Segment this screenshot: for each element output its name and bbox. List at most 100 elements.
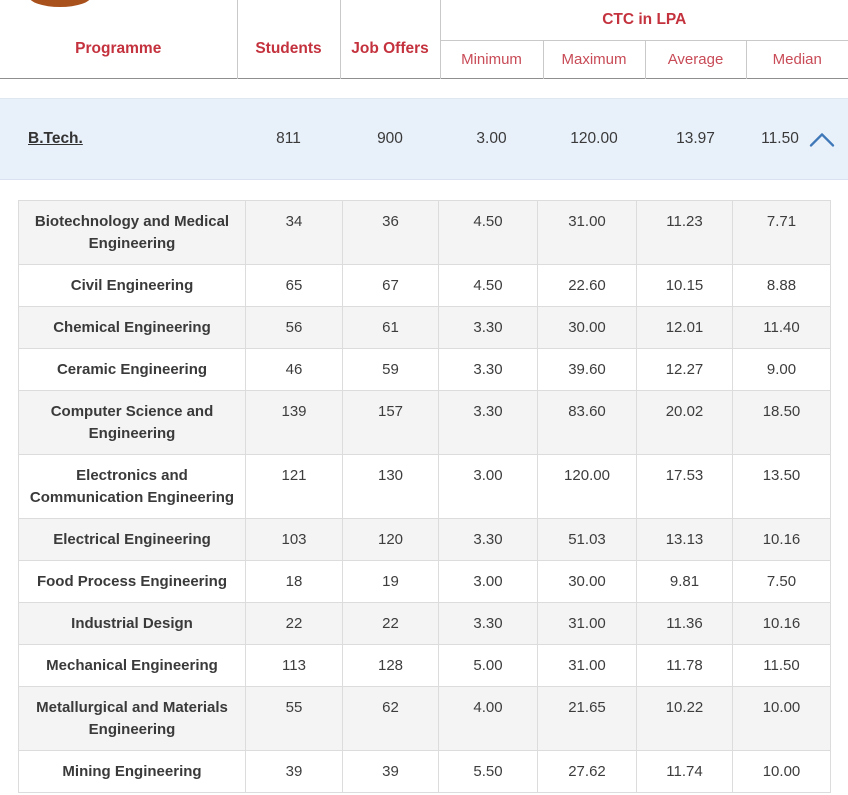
dept-job-offers-cell: 157 <box>342 389 439 455</box>
dept-name-cell: Metallurgical and Materials Engineering <box>18 685 246 751</box>
btech-link[interactable]: B.Tech. <box>28 129 83 147</box>
dept-median-cell: 10.00 <box>732 749 831 793</box>
header-average: Average <box>645 40 747 78</box>
dept-median-cell: 8.88 <box>732 263 831 307</box>
dept-median-cell: 7.50 <box>732 559 831 603</box>
dept-maximum-cell: 31.00 <box>537 199 637 265</box>
dept-minimum-cell: 3.00 <box>438 559 538 603</box>
dept-students-cell: 55 <box>245 685 343 751</box>
dept-median-cell: 13.50 <box>732 453 831 519</box>
table-row: Ceramic Engineering 46 59 3.30 39.60 12.… <box>18 347 831 391</box>
dept-median-cell: 9.00 <box>732 347 831 391</box>
dept-students-cell: 113 <box>245 643 343 687</box>
chevron-up-icon[interactable] <box>809 131 835 149</box>
dept-job-offers-cell: 61 <box>342 305 439 349</box>
dept-average-cell: 13.13 <box>636 517 733 561</box>
btech-programme-cell: B.Tech. <box>0 130 237 148</box>
dept-average-cell: 10.15 <box>636 263 733 307</box>
dept-median-cell: 18.50 <box>732 389 831 455</box>
dept-students-cell: 34 <box>245 199 343 265</box>
dept-median-cell: 10.00 <box>732 685 831 751</box>
placement-table-header: Programme Students Job Offers CTC in LPA… <box>0 0 848 79</box>
dept-maximum-cell: 30.00 <box>537 559 637 603</box>
dept-average-cell: 12.27 <box>636 347 733 391</box>
dept-maximum-cell: 51.03 <box>537 517 637 561</box>
btech-summary-row[interactable]: B.Tech. 811 900 3.00 120.00 13.97 11.50 <box>0 97 848 180</box>
dept-average-cell: 11.78 <box>636 643 733 687</box>
dept-median-cell: 11.50 <box>732 643 831 687</box>
dept-name-cell: Biotechnology and Medical Engineering <box>18 199 246 265</box>
table-row: Mechanical Engineering 113 128 5.00 31.0… <box>18 643 831 687</box>
dept-minimum-cell: 4.00 <box>438 685 538 751</box>
dept-job-offers-cell: 19 <box>342 559 439 603</box>
btech-minimum-cell: 3.00 <box>476 129 507 147</box>
logo-fragment <box>29 0 91 7</box>
table-row: Biotechnology and Medical Engineering 34… <box>18 199 831 265</box>
dept-median-cell: 7.71 <box>732 199 831 265</box>
dept-name-cell: Mechanical Engineering <box>18 643 246 687</box>
dept-name-cell: Mining Engineering <box>18 749 246 793</box>
table-row: Metallurgical and Materials Engineering … <box>18 685 831 751</box>
dept-maximum-cell: 30.00 <box>537 305 637 349</box>
dept-minimum-cell: 3.30 <box>438 389 538 455</box>
dept-average-cell: 11.36 <box>636 601 733 645</box>
header-minimum: Minimum <box>440 40 544 78</box>
dept-average-cell: 17.53 <box>636 453 733 519</box>
btech-average-cell: 13.97 <box>676 129 715 147</box>
dept-minimum-cell: 3.30 <box>438 347 538 391</box>
dept-students-cell: 22 <box>245 601 343 645</box>
table-row: Mining Engineering 39 39 5.50 27.62 11.7… <box>18 749 831 793</box>
dept-maximum-cell: 83.60 <box>537 389 637 455</box>
dept-minimum-cell: 3.00 <box>438 453 538 519</box>
dept-job-offers-cell: 59 <box>342 347 439 391</box>
table-row: Electrical Engineering 103 120 3.30 51.0… <box>18 517 831 561</box>
header-programme: Programme <box>0 0 238 78</box>
dept-minimum-cell: 3.30 <box>438 305 538 349</box>
dept-students-cell: 39 <box>245 749 343 793</box>
dept-maximum-cell: 22.60 <box>537 263 637 307</box>
dept-minimum-cell: 3.30 <box>438 517 538 561</box>
department-table: Biotechnology and Medical Engineering 34… <box>18 199 831 793</box>
dept-minimum-cell: 5.00 <box>438 643 538 687</box>
dept-job-offers-cell: 62 <box>342 685 439 751</box>
dept-students-cell: 18 <box>245 559 343 603</box>
header-ctc-group: CTC in LPA <box>440 0 848 41</box>
dept-students-cell: 139 <box>245 389 343 455</box>
dept-maximum-cell: 31.00 <box>537 643 637 687</box>
dept-name-cell: Computer Science and Engineering <box>18 389 246 455</box>
dept-average-cell: 10.22 <box>636 685 733 751</box>
table-row: Industrial Design 22 22 3.30 31.00 11.36… <box>18 601 831 645</box>
dept-name-cell: Electronics and Communication Engineerin… <box>18 453 246 519</box>
dept-maximum-cell: 21.65 <box>537 685 637 751</box>
dept-job-offers-cell: 36 <box>342 199 439 265</box>
dept-name-cell: Civil Engineering <box>18 263 246 307</box>
dept-average-cell: 20.02 <box>636 389 733 455</box>
dept-maximum-cell: 27.62 <box>537 749 637 793</box>
dept-maximum-cell: 120.00 <box>537 453 637 519</box>
dept-name-cell: Food Process Engineering <box>18 559 246 603</box>
dept-name-cell: Chemical Engineering <box>18 305 246 349</box>
dept-maximum-cell: 39.60 <box>537 347 637 391</box>
dept-name-cell: Ceramic Engineering <box>18 347 246 391</box>
dept-students-cell: 65 <box>245 263 343 307</box>
dept-minimum-cell: 4.50 <box>438 263 538 307</box>
header-maximum: Maximum <box>543 40 646 78</box>
header-students: Students <box>237 0 341 78</box>
table-row: Electronics and Communication Engineerin… <box>18 453 831 519</box>
table-row: Civil Engineering 65 67 4.50 22.60 10.15… <box>18 263 831 307</box>
btech-job-offers-cell: 900 <box>377 129 403 147</box>
btech-maximum-cell: 120.00 <box>570 129 618 147</box>
dept-minimum-cell: 4.50 <box>438 199 538 265</box>
btech-students-cell: 811 <box>276 129 301 147</box>
dept-average-cell: 11.74 <box>636 749 733 793</box>
dept-name-cell: Electrical Engineering <box>18 517 246 561</box>
dept-median-cell: 10.16 <box>732 601 831 645</box>
dept-minimum-cell: 3.30 <box>438 601 538 645</box>
table-row: Chemical Engineering 56 61 3.30 30.00 12… <box>18 305 831 349</box>
dept-job-offers-cell: 67 <box>342 263 439 307</box>
dept-job-offers-cell: 128 <box>342 643 439 687</box>
dept-students-cell: 46 <box>245 347 343 391</box>
dept-job-offers-cell: 22 <box>342 601 439 645</box>
dept-job-offers-cell: 130 <box>342 453 439 519</box>
table-row: Computer Science and Engineering 139 157… <box>18 389 831 455</box>
